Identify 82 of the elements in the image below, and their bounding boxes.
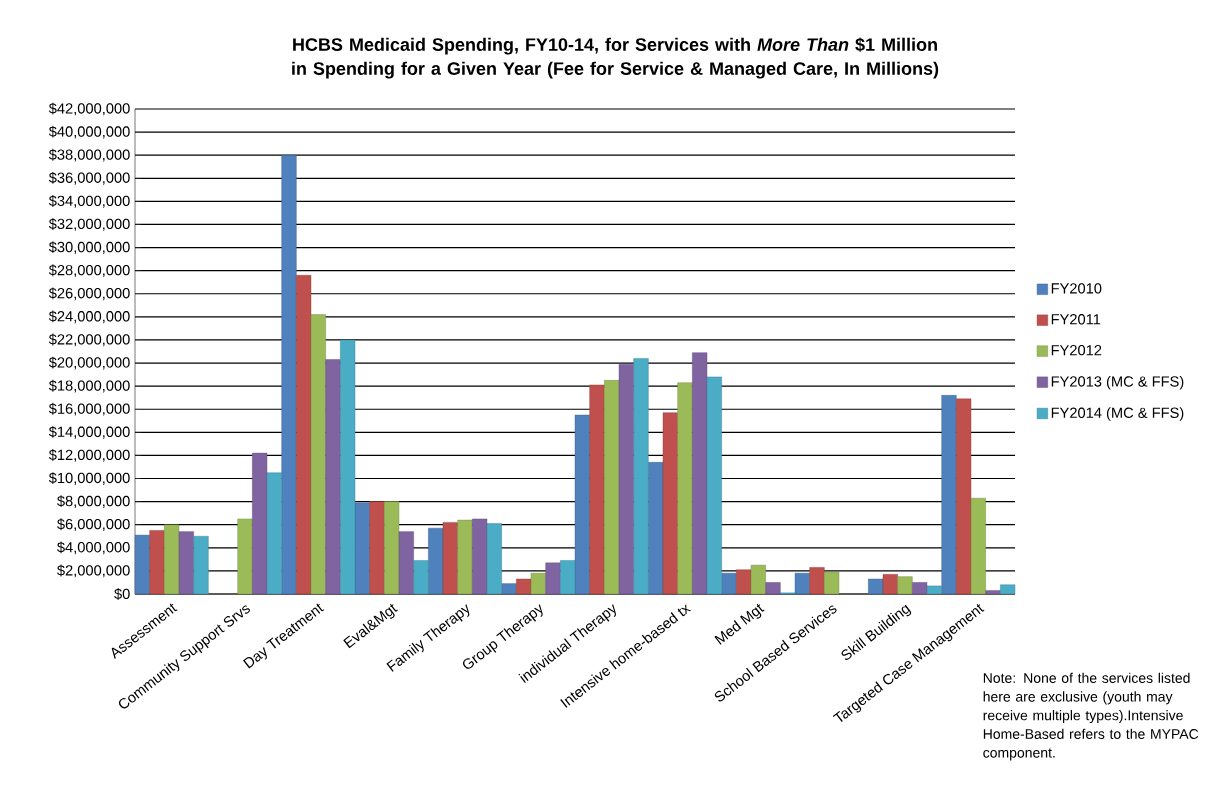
bar (941, 395, 957, 595)
bar (706, 376, 722, 595)
legend-label: FY2013 (MC & FFS) (1051, 375, 1184, 390)
y-tick-label: $32,000,000 (48, 218, 130, 231)
y-tick-label: $6,000,000 (57, 518, 130, 532)
bar (560, 560, 576, 595)
bar (618, 364, 634, 595)
bar (736, 569, 752, 595)
legend-label: FY2014 (MC & FFS) (1051, 407, 1184, 421)
bar (457, 519, 473, 595)
bar (926, 585, 942, 595)
legend-label: FY2011 (1051, 314, 1101, 325)
bar (296, 275, 312, 595)
bar (882, 574, 898, 595)
y-tick-label: $18,000,000 (48, 379, 130, 393)
bar (604, 380, 620, 595)
y-tick-label: $8,000,000 (57, 495, 130, 508)
bar (281, 154, 297, 595)
bar (413, 560, 429, 595)
bar (750, 564, 766, 595)
chart-title: HCBS Medicaid Spending, FY10-14, for Services with More Than $1 Million in Spending for a Given Year (Fee for Service & Managed Care, In Millions) (292, 37, 939, 79)
y-tick-label: $26,000,000 (48, 287, 130, 301)
bar (266, 472, 282, 595)
bar (574, 414, 590, 595)
bar (149, 530, 165, 595)
bar (721, 573, 737, 595)
y-tick-label: $4,000,000 (57, 541, 130, 555)
text: Note: None of the services listed here are exclusive (youth may receive multiple types).Intensive Home-Based refers to the MYPAC component. (983, 672, 1199, 761)
bar (164, 524, 180, 595)
bar (662, 412, 678, 595)
bar (530, 573, 546, 595)
y-tick-label: $22,000,000 (48, 333, 130, 347)
bar (1000, 584, 1016, 595)
y-tick-label: $0 (114, 588, 130, 600)
bar (633, 358, 649, 595)
bar (794, 573, 810, 595)
y-tick-label: $40,000,000 (48, 125, 130, 139)
bar (824, 571, 840, 595)
bar (472, 518, 488, 595)
legend-label: FY2010 (1051, 283, 1102, 294)
bar (398, 531, 414, 595)
bar (384, 501, 400, 595)
bar (486, 523, 502, 595)
y-tick-label: $36,000,000 (48, 171, 130, 185)
y-tick-label: $34,000,000 (48, 195, 130, 208)
bar (193, 536, 209, 595)
bar (501, 583, 517, 595)
bar (985, 590, 1001, 595)
y-tick-label: $38,000,000 (48, 148, 130, 162)
y-tick-label: $42,000,000 (48, 102, 130, 116)
bar (369, 501, 385, 595)
legend-label: FY2012 (1051, 345, 1102, 356)
bar (868, 578, 884, 595)
bar (765, 582, 781, 595)
bar (970, 497, 986, 595)
bar (178, 531, 194, 595)
bar (545, 562, 561, 595)
bar (589, 384, 605, 595)
bar (340, 339, 356, 595)
bar (325, 359, 341, 595)
y-tick-label: $10,000,000 (48, 472, 130, 485)
y-tick-label: $20,000,000 (48, 356, 130, 370)
y-tick-label: $16,000,000 (48, 402, 130, 416)
bar (134, 534, 150, 595)
bar (442, 522, 458, 595)
bar (516, 578, 532, 595)
bar (897, 576, 913, 595)
y-tick-label: $28,000,000 (48, 264, 130, 278)
bar (310, 314, 326, 595)
bar (428, 527, 444, 595)
y-tick-label: $30,000,000 (48, 241, 130, 254)
y-tick-label: $2,000,000 (57, 564, 130, 578)
bar (677, 382, 693, 595)
y-tick-label: $24,000,000 (48, 310, 130, 324)
bar (956, 398, 972, 595)
bar (237, 518, 253, 595)
y-tick-label: $12,000,000 (48, 449, 130, 462)
bar (252, 452, 268, 595)
bar (912, 582, 928, 595)
bar (809, 567, 825, 595)
bar (692, 352, 708, 595)
y-tick-label: $14,000,000 (48, 425, 130, 439)
